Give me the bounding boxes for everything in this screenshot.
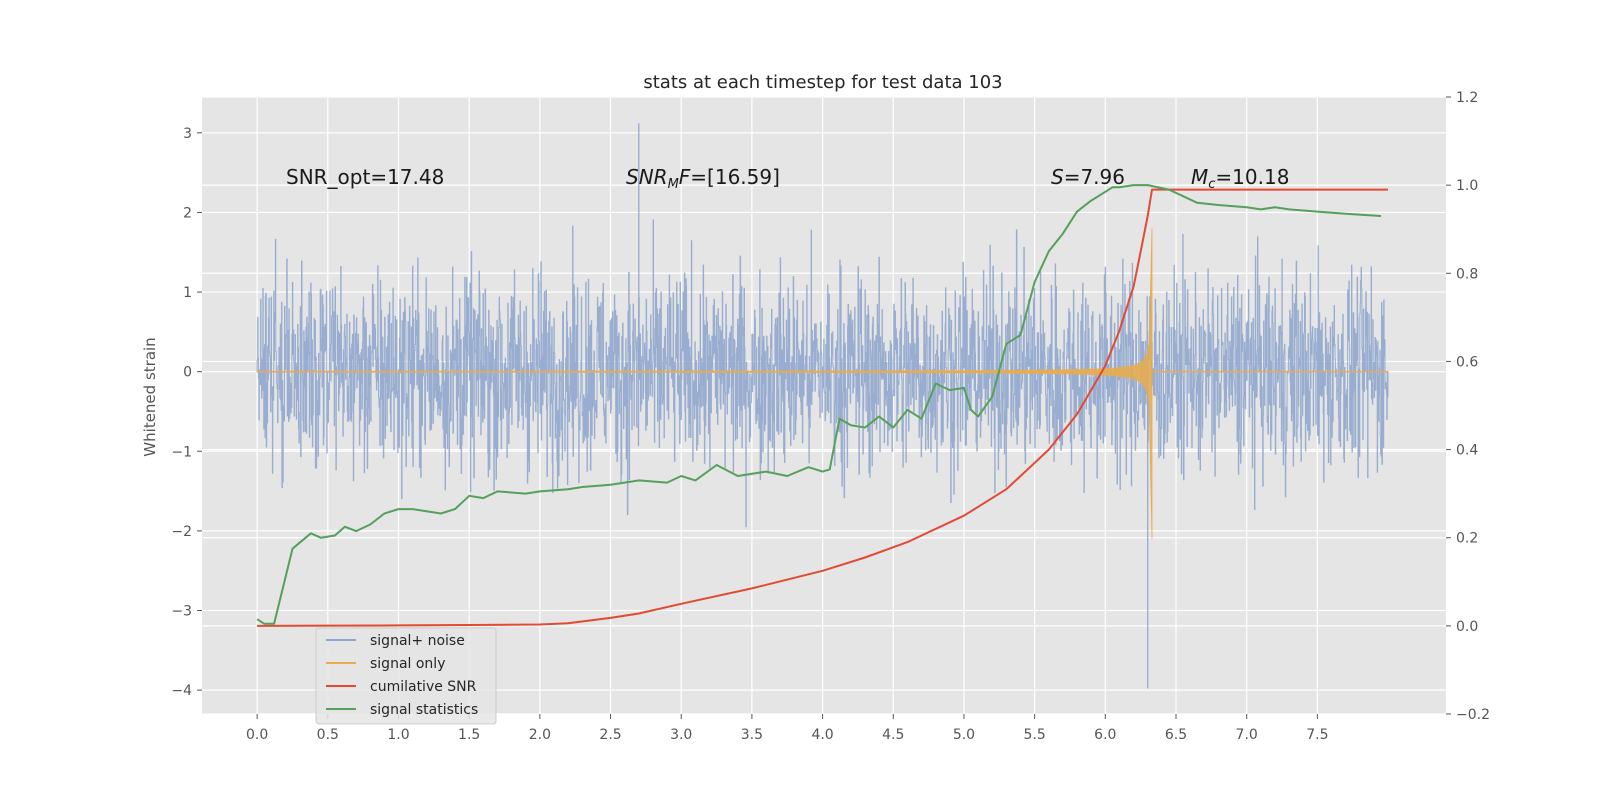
x-tick-label: 3.0 <box>670 727 692 743</box>
x-tick-label: 7.5 <box>1306 727 1328 743</box>
annotation-mc-value: =10.18 <box>1215 165 1289 189</box>
annotation-snr-mf-value: =[16.59] <box>690 165 780 189</box>
y-right-tick-label: 1.0 <box>1456 178 1478 194</box>
line-series-group <box>256 184 1388 627</box>
legend-label-cumulative-snr: cumilative SNR <box>370 679 477 695</box>
legend-label-signal-statistics: signal statistics <box>370 702 478 718</box>
y-left-tick-label: 3 <box>183 126 192 142</box>
legend-box <box>315 627 497 725</box>
x-tick-label: 3.5 <box>741 727 763 743</box>
y-left-tick-label: 0 <box>183 365 192 381</box>
legend-label-signal-noise: signal+ noise <box>370 633 465 649</box>
x-tick-label: 5.5 <box>1023 727 1045 743</box>
annotation-s: S=7.96 <box>1051 165 1125 189</box>
y-right-tick-label: −0.2 <box>1456 707 1490 723</box>
series-signal-noise <box>256 123 1389 689</box>
x-tick-label: 7.0 <box>1236 727 1258 743</box>
x-tick-label: 5.0 <box>953 727 975 743</box>
legend: signal+ noise signal only cumilative SNR… <box>315 627 497 725</box>
axis-ticks: 0.0 0.5 1.0 1.5 2.0 2.5 3.0 3.5 4.0 4.5 5.0 5.5 6.0 6… <box>171 90 1490 743</box>
x-tick-label: 2.0 <box>529 727 551 743</box>
y-left-tick-label: 2 <box>183 205 192 221</box>
cumulative-snr-line <box>257 188 1388 627</box>
y-right-tick-label: 0.6 <box>1456 354 1478 370</box>
chart-title: stats at each timestep for test data 103 <box>643 72 1002 93</box>
annotation-snr-mf-label: SNR <box>626 165 668 189</box>
x-tick-label: 0.0 <box>246 727 268 743</box>
y-axis-label: Whitened strain <box>141 337 159 456</box>
y-left-tick-label: −1 <box>171 444 192 460</box>
y-right-tick-label: 1.2 <box>1456 90 1478 106</box>
x-tick-label: 0.5 <box>317 727 339 743</box>
annotation-snr-mf-subscript: M <box>668 177 679 192</box>
annotation-snr-mf-f: F <box>679 165 691 189</box>
y-right-tick-label: 0.2 <box>1456 531 1478 547</box>
legend-label-signal-only: signal only <box>370 656 445 672</box>
annotation-snr-opt: SNR_opt=17.48 <box>286 165 444 189</box>
annotation-s-label: S <box>1051 165 1064 189</box>
x-tick-label: 4.5 <box>882 727 904 743</box>
y-left-tick-label: −2 <box>171 524 192 540</box>
series-signal-only <box>256 228 1389 539</box>
annotation-s-value: =7.96 <box>1064 165 1125 189</box>
signal-noise-trace <box>256 219 1389 528</box>
y-left-tick-label: −3 <box>171 604 192 620</box>
x-tick-label: 6.5 <box>1165 727 1187 743</box>
y-left-tick-label: −4 <box>171 683 192 699</box>
x-tick-label: 4.0 <box>811 727 833 743</box>
y-right-tick-label: 0.4 <box>1456 443 1478 459</box>
y-right-tick-label: 0.8 <box>1456 266 1478 282</box>
x-tick-label: 1.0 <box>387 727 409 743</box>
annotation-snr-mf: SNRMF=[16.59] <box>626 165 780 192</box>
signal-statistics-line <box>256 184 1382 625</box>
y-right-tick-label: 0.0 <box>1456 619 1478 635</box>
x-tick-label: 2.5 <box>599 727 621 743</box>
annotation-mc-subscript: c <box>1208 177 1215 192</box>
x-tick-label: 6.0 <box>1094 727 1116 743</box>
x-tick-label: 1.5 <box>458 727 480 743</box>
annotation-mc: Mc=10.18 <box>1191 165 1289 192</box>
annotation-mc-label: M <box>1191 165 1208 189</box>
y-left-tick-label: 1 <box>183 285 192 301</box>
